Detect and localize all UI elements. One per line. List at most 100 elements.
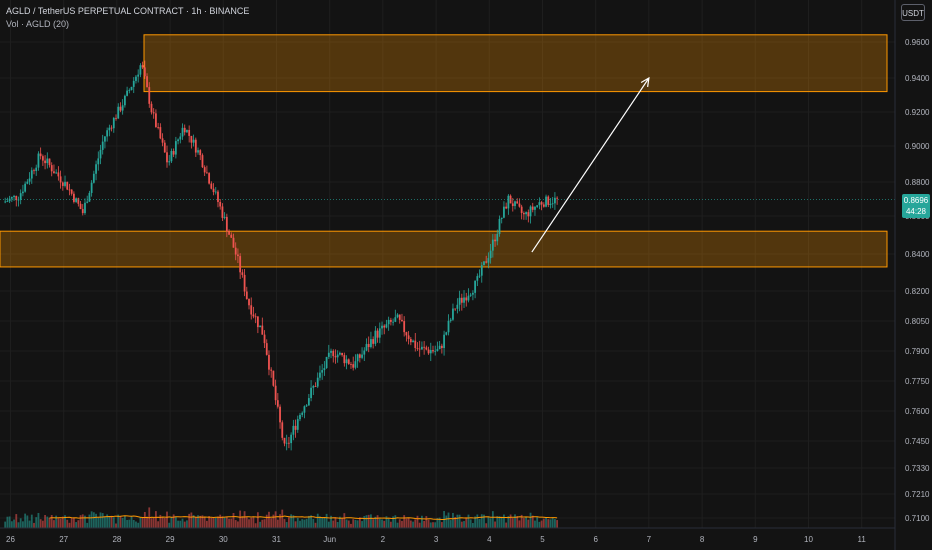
volume-bar: [531, 515, 534, 528]
volume-bar: [104, 516, 106, 528]
candle-body: [72, 193, 75, 202]
candle-body: [168, 161, 171, 163]
candle-body: [148, 87, 151, 104]
volume-bar: [421, 515, 423, 528]
grid: [0, 0, 895, 528]
volume-bar: [75, 522, 78, 528]
candle-body: [243, 274, 246, 292]
volume-bar: [208, 516, 211, 528]
time-axis[interactable]: 26 27 28 29 30 31 Jun 2 3 4 5 6 7 8 9 10 11: [6, 535, 866, 544]
volume-bar: [168, 522, 171, 528]
volume-bar: [223, 517, 226, 528]
volume-bar: [221, 516, 224, 528]
volume-bar: [245, 517, 248, 528]
volume-indicator-label[interactable]: Vol · AGLD (20): [6, 19, 70, 29]
volume-bar: [177, 520, 179, 528]
volume-bar: [86, 522, 89, 528]
volume-bar: [57, 518, 60, 528]
price-tick-label: 0.9000: [905, 142, 930, 151]
candle-body: [217, 191, 219, 202]
candle-body: [325, 356, 328, 369]
volume-bar: [534, 520, 536, 528]
volume-bar: [283, 519, 286, 528]
volume-bar: [536, 516, 539, 528]
volume-bar: [503, 514, 505, 528]
volume-bar: [68, 522, 71, 528]
candle-body: [155, 113, 157, 128]
price-tick-label: 0.7900: [905, 347, 930, 356]
volume-bar: [10, 521, 13, 528]
volume-bar: [518, 520, 521, 528]
volume-bar: [150, 518, 153, 528]
candle-body: [283, 437, 286, 444]
volume-bar: [212, 518, 215, 528]
candle-body: [427, 349, 430, 354]
candle-body: [177, 139, 179, 142]
volume-bar: [341, 518, 344, 528]
volume-bar: [487, 516, 490, 528]
volume-bar: [316, 513, 319, 528]
volume-bar: [376, 515, 379, 528]
volume-bar: [327, 521, 330, 528]
candle-body: [17, 199, 20, 201]
volume-bar: [234, 520, 237, 528]
volume-bar: [117, 514, 120, 528]
currency-button[interactable]: USDT: [901, 4, 925, 21]
candle-body: [290, 434, 293, 444]
candle-body: [305, 405, 308, 407]
volume-bar: [507, 516, 510, 528]
volume-bar: [161, 517, 164, 528]
candle-body: [48, 158, 51, 166]
volume-bar: [445, 515, 448, 528]
volume-bar: [179, 520, 182, 528]
candle-body: [84, 202, 86, 214]
candle-body: [540, 202, 543, 205]
volume-bar: [270, 518, 273, 528]
volume-bar: [345, 519, 348, 528]
candle-body: [15, 195, 18, 201]
candle-body: [274, 385, 277, 401]
candle-body: [321, 370, 324, 373]
candle-body: [376, 330, 379, 338]
candle-body: [372, 339, 375, 344]
volume-bar: [174, 516, 177, 528]
candle-body: [531, 206, 534, 210]
arrow-shaft: [531, 77, 650, 253]
candle-body: [474, 280, 477, 293]
volume-bar: [396, 522, 399, 528]
candle-body: [77, 198, 80, 204]
volume-bar: [350, 523, 352, 528]
price-tick-label: 0.8400: [905, 250, 930, 259]
volume-bar: [476, 514, 479, 528]
candle-body: [121, 105, 124, 111]
volume-bar: [272, 514, 275, 528]
volume-bar: [53, 520, 55, 528]
candle-body: [354, 361, 357, 368]
volume-bar: [252, 517, 255, 528]
candle-body: [203, 167, 206, 173]
volume-bar: [106, 514, 109, 528]
volume-bar: [292, 515, 295, 528]
volume-bar: [265, 514, 268, 528]
volume-bar: [41, 520, 44, 528]
candle-body: [135, 76, 137, 81]
candle-body: [465, 297, 468, 301]
candle-body: [316, 377, 319, 387]
candle-body: [197, 150, 199, 153]
candle-body: [254, 316, 257, 318]
volume-bar: [28, 520, 31, 528]
projection-arrow: [531, 76, 650, 253]
volume-bar: [97, 517, 100, 528]
candle-body: [272, 370, 275, 386]
price-axis[interactable]: 0.96000.94000.92000.90000.88000.86000.84…: [905, 38, 930, 523]
time-tick-label: 9: [753, 535, 758, 544]
candle-body: [336, 354, 339, 358]
candle-body: [95, 164, 97, 174]
price-tick-label: 0.7100: [905, 514, 930, 523]
arrow-head: [640, 76, 650, 87]
volume-bar: [239, 510, 242, 528]
supply-demand-zones: [0, 34, 888, 268]
volume-bar: [228, 518, 230, 528]
volume-bar: [99, 512, 102, 528]
